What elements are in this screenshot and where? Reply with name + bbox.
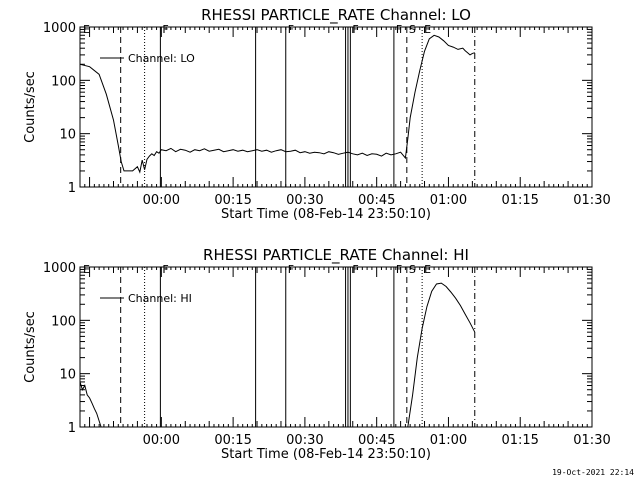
y-axis-label: Counts/sec: [23, 71, 38, 143]
channel-hi-panel: RHESSI PARTICLE_RATE Channel: HI 1 10 100 10…: [23, 246, 611, 462]
event-marker-label: F: [288, 23, 294, 36]
event-marker-label: S: [409, 263, 416, 276]
channel-lo-panel: RHESSI PARTICLE_RATE Channel: LO 1 10 100 10…: [23, 6, 611, 222]
legend-label: Channel: LO: [128, 52, 195, 65]
x-tick-label: 01:00: [430, 193, 467, 208]
y-tick-label: 10: [59, 368, 76, 383]
event-marker-label: E: [424, 263, 431, 276]
plot-frame: [79, 26, 593, 188]
x-tick-label: 01:15: [501, 433, 538, 448]
y-tick-label: 1000: [43, 21, 76, 36]
chart-title: RHESSI PARTICLE_RATE Channel: HI: [203, 246, 469, 265]
x-tick-label: 00:00: [143, 193, 180, 208]
event-marker-label: F: [396, 23, 402, 36]
event-marker-label: E: [83, 263, 90, 276]
x-tick-label: 00:45: [358, 193, 395, 208]
x-tick-label: 00:45: [358, 433, 395, 448]
event-marker-label: F: [162, 263, 168, 276]
x-axis-label: Start Time (08-Feb-14 23:50:10): [221, 447, 431, 462]
chart-title: RHESSI PARTICLE_RATE Channel: LO: [201, 6, 471, 25]
event-marker-label: E: [424, 23, 431, 36]
x-tick-label: 01:00: [430, 433, 467, 448]
x-tick-label: 00:30: [286, 193, 323, 208]
x-tick-label: 00:15: [214, 193, 251, 208]
x-tick-label: 00:15: [214, 433, 251, 448]
x-tick-label: 01:30: [573, 193, 610, 208]
y-tick-label: 1: [68, 421, 76, 436]
x-axis-label: Start Time (08-Feb-14 23:50:10): [221, 207, 431, 222]
event-marker-label: E: [83, 23, 90, 36]
x-tick-label: 00:30: [286, 433, 323, 448]
y-tick-label: 10: [59, 128, 76, 143]
series-line: [79, 381, 102, 428]
event-marker-label: F: [288, 263, 294, 276]
y-tick-label: 100: [51, 74, 76, 89]
y-tick-label: 1: [68, 181, 76, 196]
legend-label: Channel: HI: [128, 292, 192, 305]
y-tick-label: 1000: [43, 261, 76, 276]
event-marker-label: F: [352, 23, 358, 36]
x-tick-label: 01:30: [573, 433, 610, 448]
event-marker-label: S: [409, 23, 416, 36]
series-line: [407, 282, 476, 428]
event-marker-label: F: [352, 263, 358, 276]
y-axis-label: Counts/sec: [23, 311, 38, 383]
timestamp: 19-Oct-2021 22:14: [552, 468, 634, 477]
series-line: [79, 34, 475, 174]
y-tick-label: 100: [51, 314, 76, 329]
plot-frame: [79, 266, 593, 428]
event-marker-label: F: [162, 23, 168, 36]
event-marker-label: F: [396, 263, 402, 276]
x-tick-label: 01:15: [501, 193, 538, 208]
x-tick-label: 00:00: [143, 433, 180, 448]
